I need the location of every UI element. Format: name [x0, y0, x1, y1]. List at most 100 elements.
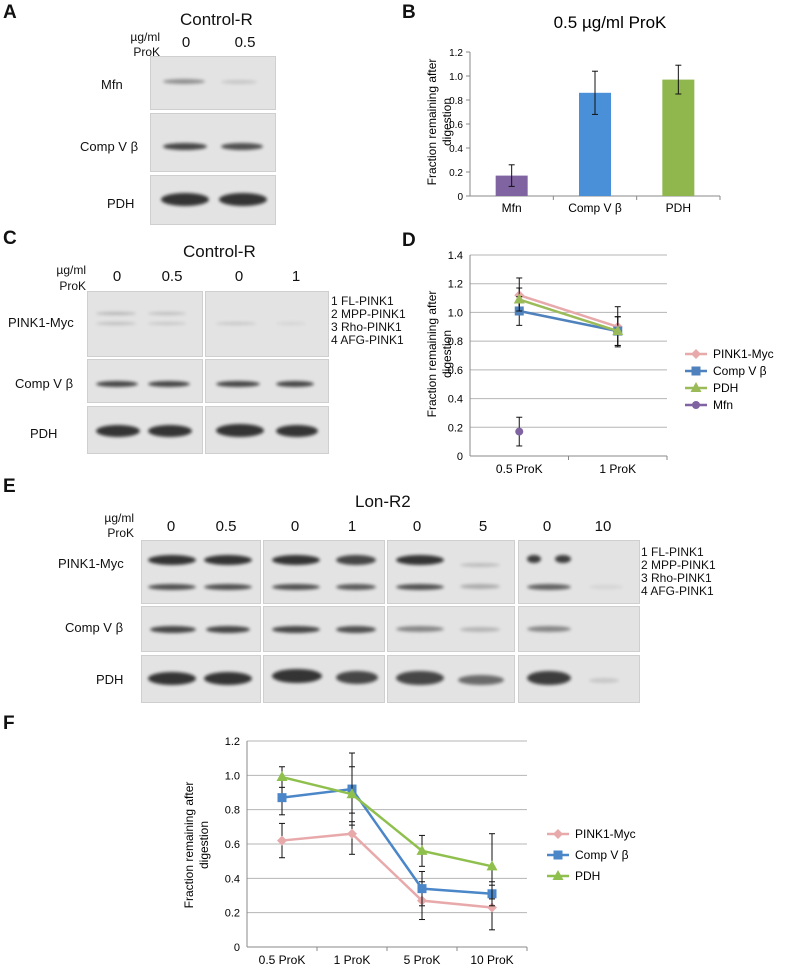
blot-band: [148, 555, 196, 565]
legend-marker: [552, 870, 564, 880]
legend-label: PINK1-Myc: [575, 827, 636, 841]
blot-band: [216, 381, 260, 387]
y-tick-label: 0.6: [449, 120, 463, 131]
x-tick-label: 10 ProK: [470, 953, 513, 967]
panel-e-blot-pink1-2: [263, 540, 385, 604]
blot-band: [555, 555, 571, 563]
panel-a-row-compv: Comp V β: [80, 139, 139, 154]
blot-band: [589, 678, 619, 683]
blot-band: [272, 584, 320, 590]
blot-band: [276, 425, 318, 437]
data-point: [612, 325, 624, 336]
panel-c-lane-3: 0: [234, 268, 244, 285]
blot-band: [148, 381, 190, 387]
panel-e-row-pink1: PINK1-Myc: [58, 556, 124, 571]
y-tick-label: 0: [234, 942, 240, 954]
chart-d-plot: 0 0.2 0.4 0.6 0.8 1.0 1.2 1.4 0.5 ProK 1 ProK PINK…: [448, 250, 774, 476]
panel-e-label: E: [3, 476, 16, 497]
blot-band: [589, 585, 623, 589]
blot-band: [204, 555, 252, 565]
blot-band: [148, 672, 196, 685]
blot-band: [460, 584, 500, 589]
blot-band: [216, 322, 256, 325]
data-point: [416, 844, 428, 855]
y-tick-label: 0.8: [448, 336, 463, 348]
x-tick-label: PDH: [666, 201, 691, 215]
blot-band: [161, 193, 209, 206]
blot-band: [150, 626, 196, 633]
panel-e-unit-2: ProK: [107, 526, 134, 540]
blot-band: [336, 555, 376, 565]
x-tick-label: 5 ProK: [404, 953, 441, 967]
blot-band: [148, 425, 192, 437]
panel-c-row-pink1: PINK1-Myc: [8, 315, 74, 330]
y-tick-label: 0: [457, 192, 463, 203]
panel-f-label: F: [3, 713, 15, 734]
blot-band: [276, 322, 306, 325]
legend-marker: [553, 829, 563, 839]
panel-e-blot-pdh-1: [141, 655, 261, 703]
blot-band: [272, 555, 320, 565]
blot-band: [336, 626, 376, 633]
panel-d-chart: 0 0.2 0.4 0.6 0.8 1.0 1.2 1.4 0.5 ProK 1 ProK PINK…: [425, 250, 774, 476]
panel-c-blot-compv-left: [87, 359, 203, 403]
panel-a-blot-mfn: [150, 56, 276, 110]
series-line: [518, 298, 619, 333]
blot-band: [148, 322, 186, 325]
data-point: [417, 884, 427, 894]
blot-band: [219, 193, 267, 206]
blot-band: [396, 626, 444, 632]
x-tick-label: Comp V β: [568, 201, 622, 215]
legend-marker: [553, 850, 563, 860]
panel-e-annotation-4: 4 AFG-PINK1: [641, 584, 714, 598]
legend-label: PINK1-Myc: [713, 347, 774, 361]
x-tick-label: 0.5 ProK: [496, 462, 543, 476]
chart-b-title: 0.5 µg/ml ProK: [554, 13, 667, 32]
y-tick-label: 1.0: [449, 72, 463, 83]
chart-d-ylabel-1: Fraction remaining after: [425, 291, 439, 418]
legend-label: Mfn: [713, 398, 733, 412]
x-tick-label: 1 ProK: [599, 462, 636, 476]
y-tick-label: 0.8: [225, 805, 240, 817]
y-tick-label: 0.2: [448, 422, 463, 434]
panel-c-unit-1: µg/ml: [56, 263, 86, 277]
panel-e-blot-pink1-1: [141, 540, 261, 604]
blot-band: [272, 626, 320, 633]
y-tick-label: 0.4: [225, 873, 240, 885]
blot-band: [96, 425, 140, 437]
blot-band: [221, 80, 257, 84]
x-tick-label: Mfn: [502, 201, 522, 215]
chart-b-ylabel-2: digestion: [440, 98, 454, 146]
panel-a-label: A: [3, 2, 17, 23]
y-tick-label: 0.8: [449, 96, 463, 107]
panel-c-lane-1: 0: [112, 268, 122, 285]
legend-label: PDH: [575, 869, 600, 883]
panel-e-blot-pdh-3: [387, 655, 515, 703]
panel-c-annotation-4: 4 AFG-PINK1: [331, 333, 404, 347]
panel-d-label: D: [402, 230, 416, 251]
y-tick-label: 0.6: [225, 839, 240, 851]
panel-e-lane-6: 5: [478, 518, 488, 535]
data-point: [347, 828, 357, 839]
panel-e-lane-4: 1: [347, 518, 357, 535]
panel-e-lane-7: 0: [542, 518, 552, 535]
bar: [662, 79, 695, 196]
data-point: [487, 902, 497, 913]
y-tick-label: 1.2: [449, 48, 463, 59]
legend-marker: [692, 401, 700, 409]
blot-band: [336, 584, 376, 590]
legend-marker: [691, 366, 701, 376]
y-tick-label: 1.4: [448, 250, 463, 262]
panel-e-blot-pink1-4: [518, 540, 640, 604]
series-line: [281, 832, 493, 909]
y-tick-label: 1.0: [448, 307, 463, 319]
y-tick-label: 1.2: [448, 279, 463, 291]
panel-c-row-compv: Comp V β: [15, 376, 74, 391]
y-tick-label: 0.4: [449, 144, 463, 155]
panel-e-lane-1: 0: [166, 518, 176, 535]
panel-c-blot-pink1-left: [87, 291, 203, 357]
blot-band: [221, 143, 263, 150]
data-point: [277, 835, 287, 846]
data-point: [277, 793, 287, 803]
panel-a-lane-2: 0.5: [234, 34, 256, 51]
